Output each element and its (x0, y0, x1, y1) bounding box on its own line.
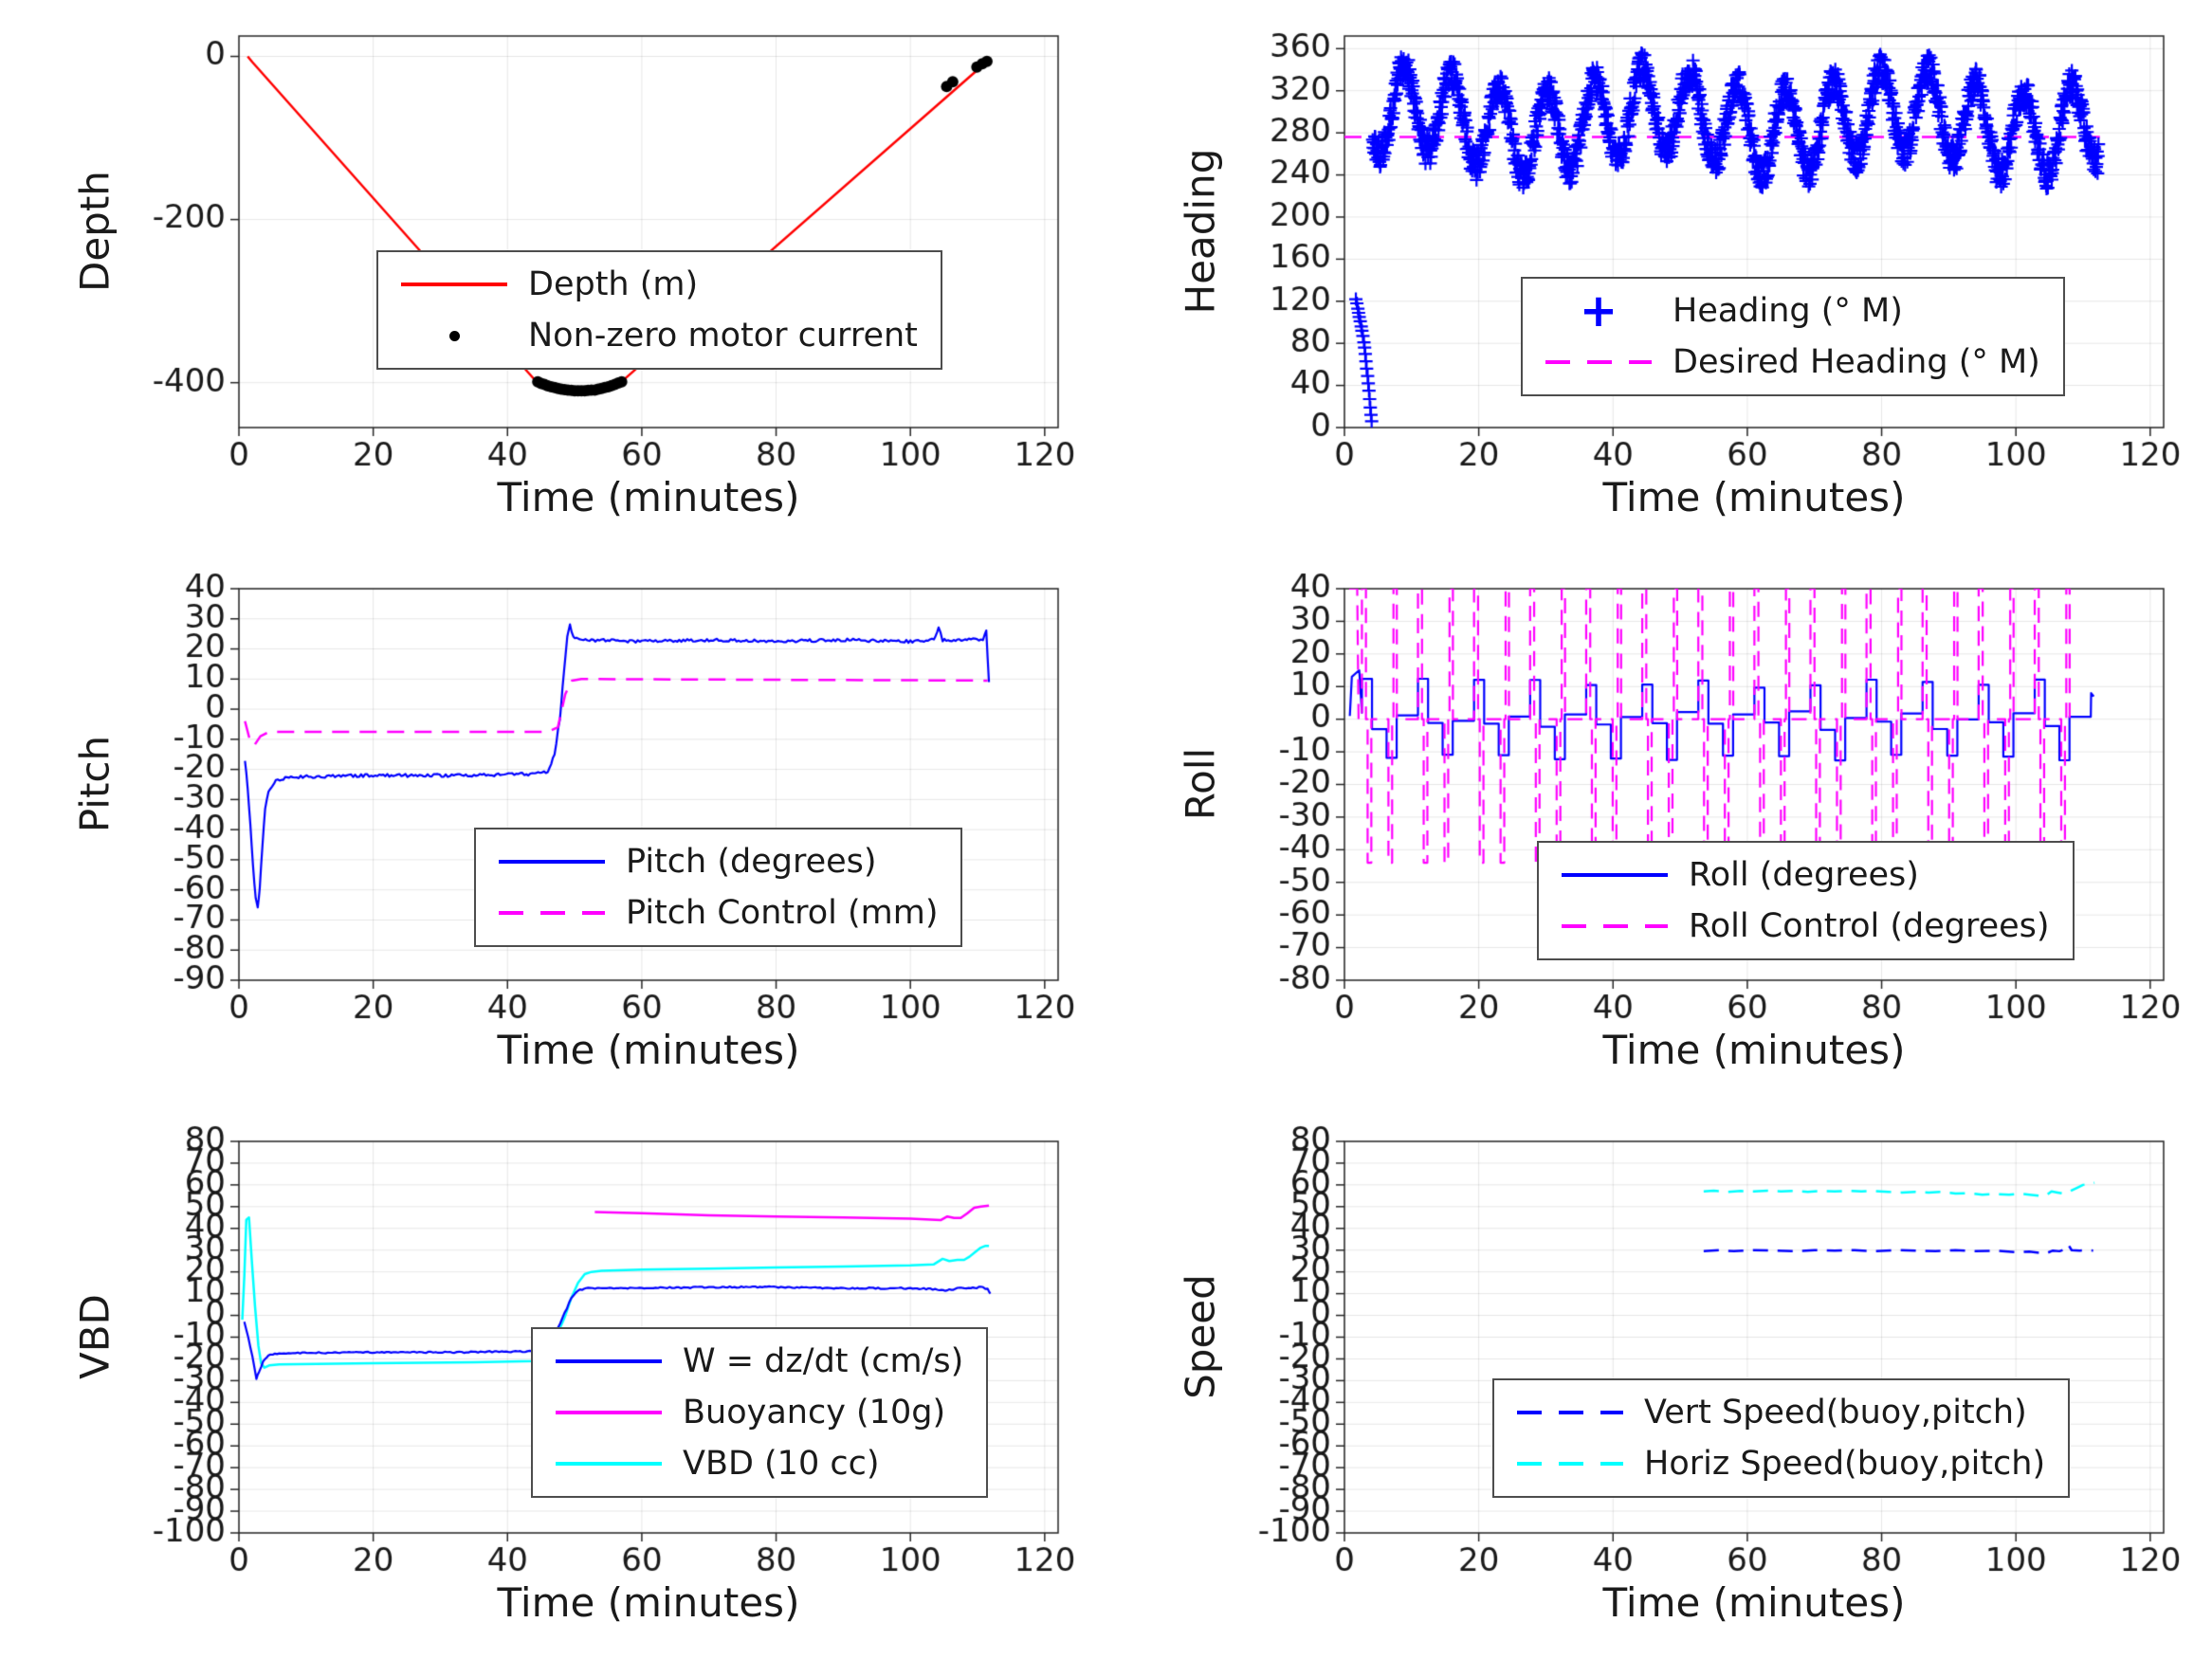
legend-entry: Depth (m) (401, 264, 918, 305)
legend-entry-label: Vert Speed(buoy,pitch) (1644, 1394, 2027, 1431)
subplot-heading: Heading Time (minutes) + Heading (° M) Des… (1106, 0, 2211, 553)
heading-legend: + Heading (° M) Desired Heading (° M) (1521, 277, 2065, 396)
subplot-roll: Roll Time (minutes) Roll (degrees) Roll C… (1106, 553, 2211, 1105)
legend-entry: + Heading (° M) (1545, 284, 2040, 337)
vbd-x-axis-label: Time (minutes) (497, 1579, 800, 1626)
legend-entry-label: Buoyancy (10g) (683, 1394, 946, 1431)
legend-plus-sample: + (1579, 284, 1618, 337)
legend-line-sample (556, 1443, 662, 1485)
heading-plot-canvas (1106, 0, 2211, 553)
roll-plot-canvas (1106, 553, 2211, 1105)
speed-x-axis-label: Time (minutes) (1602, 1579, 1906, 1626)
legend-entry-label: Pitch (degrees) (626, 843, 877, 881)
pitch-y-axis-label: Pitch (71, 735, 119, 833)
legend-entry-label: VBD (10 cc) (683, 1445, 880, 1483)
legend-dash-sample (1545, 341, 1652, 383)
legend-entry: Non-zero motor current (401, 315, 918, 356)
legend-entry: Roll (degrees) (1562, 854, 2050, 896)
legend-entry: W = dz/dt (cm/s) (556, 1340, 963, 1382)
depth-y-axis-label: Depth (71, 171, 119, 292)
legend-line-sample (556, 1340, 662, 1382)
roll-y-axis-label: Roll (1177, 747, 1224, 821)
legend-dash-sample (499, 892, 605, 934)
legend-entry: Roll Control (degrees) (1562, 905, 2050, 947)
legend-entry-label: Roll Control (degrees) (1689, 907, 2050, 945)
legend-dash-sample (1562, 905, 1668, 947)
legend-entry: Pitch Control (mm) (499, 892, 938, 934)
roll-legend: Roll (degrees) Roll Control (degrees) (1537, 841, 2075, 960)
legend-entry: VBD (10 cc) (556, 1443, 963, 1485)
legend-entry: Horiz Speed(buoy,pitch) (1517, 1443, 2045, 1485)
legend-dash-sample (1517, 1443, 1623, 1485)
subplot-speed: Speed Time (minutes) Vert Speed(buoy,pit… (1106, 1105, 2211, 1658)
pitch-legend: Pitch (degrees) Pitch Control (mm) (474, 828, 963, 947)
heading-y-axis-label: Heading (1177, 148, 1224, 315)
depth-x-axis-label: Time (minutes) (497, 474, 800, 520)
legend-entry-label: Heading (° M) (1673, 292, 1903, 330)
depth-legend: Depth (m) Non-zero motor current (376, 250, 942, 370)
heading-x-axis-label: Time (minutes) (1602, 474, 1906, 520)
vbd-y-axis-label: VBD (71, 1294, 119, 1379)
subplot-depth: Depth Time (minutes) Depth (m) Non-zero m… (0, 0, 1106, 553)
roll-x-axis-label: Time (minutes) (1602, 1027, 1906, 1073)
subplot-pitch: Pitch Time (minutes) Pitch (degrees) Pitc… (0, 553, 1106, 1105)
legend-line-sample (499, 841, 605, 883)
legend-line-sample (1562, 854, 1668, 896)
legend-entry-label: Non-zero motor current (528, 317, 918, 355)
legend-entry: Buoyancy (10g) (556, 1392, 963, 1433)
legend-line-sample (401, 264, 507, 305)
legend-entry-label: Depth (m) (528, 265, 699, 303)
legend-entry-label: Horiz Speed(buoy,pitch) (1644, 1445, 2046, 1483)
legend-entry-label: Pitch Control (mm) (626, 894, 939, 932)
subplot-vbd: VBD Time (minutes) W = dz/dt (cm/s) Buoya… (0, 1105, 1106, 1658)
legend-dash-sample (1517, 1392, 1623, 1433)
legend-entry: Pitch (degrees) (499, 841, 938, 883)
pitch-x-axis-label: Time (minutes) (497, 1027, 800, 1073)
legend-entry-label: Desired Heading (° M) (1673, 343, 2040, 381)
legend-line-sample (556, 1392, 662, 1433)
vbd-legend: W = dz/dt (cm/s) Buoyancy (10g) VBD (10 cc… (531, 1327, 989, 1498)
legend-entry-label: Roll (degrees) (1689, 856, 1919, 894)
legend-entry: Desired Heading (° M) (1545, 341, 2040, 383)
speed-y-axis-label: Speed (1177, 1274, 1224, 1399)
speed-legend: Vert Speed(buoy,pitch) Horiz Speed(buoy,p… (1492, 1378, 2071, 1498)
legend-entry-label: W = dz/dt (cm/s) (683, 1342, 964, 1380)
legend-entry: Vert Speed(buoy,pitch) (1517, 1392, 2045, 1433)
legend-dot-sample (401, 315, 507, 356)
